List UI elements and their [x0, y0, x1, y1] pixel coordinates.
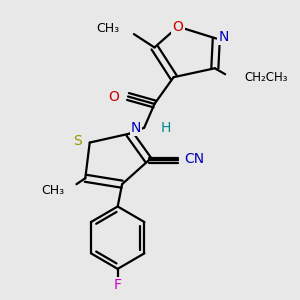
Text: CN: CN [184, 152, 204, 166]
Text: S: S [74, 134, 82, 148]
Text: H: H [160, 121, 171, 135]
Text: CH₂CH₃: CH₂CH₃ [244, 71, 288, 84]
Text: N: N [131, 121, 141, 135]
Text: N: N [218, 30, 229, 44]
Text: O: O [108, 89, 119, 103]
Text: CH₃: CH₃ [96, 22, 119, 34]
Text: F: F [114, 278, 122, 292]
Text: CH₃: CH₃ [42, 184, 65, 196]
Text: O: O [172, 20, 184, 34]
